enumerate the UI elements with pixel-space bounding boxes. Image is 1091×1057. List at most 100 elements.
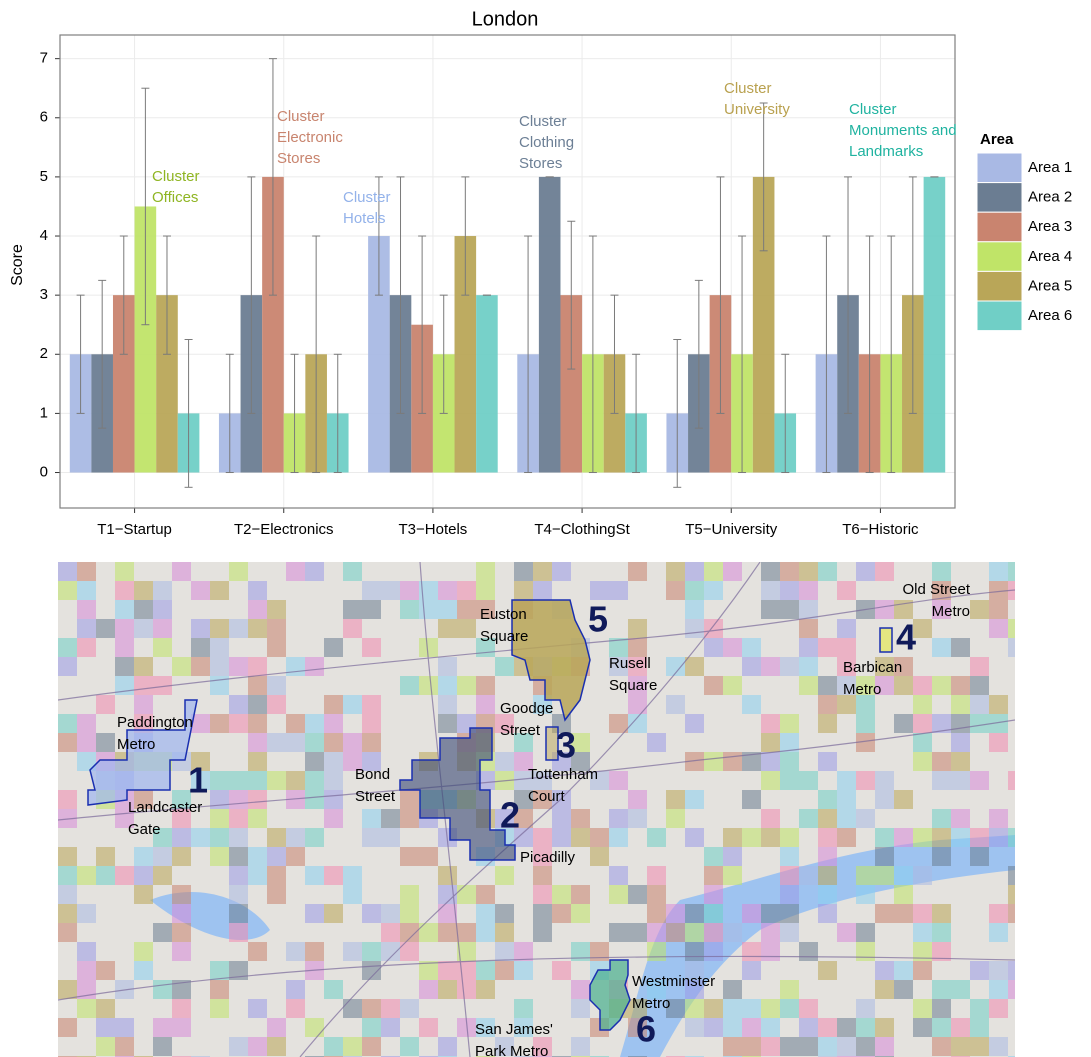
map-tile [324,904,343,923]
map-tile [324,733,343,752]
map-tile [96,733,115,752]
map-tile [856,866,875,885]
map-tile [723,923,742,942]
x-tick-label: T3−Hotels [399,521,468,538]
map-tile [780,600,799,619]
map-tile [837,1037,856,1056]
map-tile [970,714,989,733]
map-tile [324,790,343,809]
map-tile [77,638,96,657]
legend-key [977,153,1022,183]
map-tile [818,885,837,904]
x-tick-label: T2−Electronics [234,521,334,538]
map-tile [723,562,742,581]
map-tile [780,562,799,581]
map-tile [590,581,609,600]
annotation: Stores [519,155,562,172]
map-tile [1008,866,1027,885]
map-tile [229,695,248,714]
map-tile [723,980,742,999]
map-tile [951,1037,970,1056]
map-tile [305,562,324,581]
map-tile [970,600,989,619]
map-tile [932,638,951,657]
map-tile [780,904,799,923]
map-tile [704,847,723,866]
map-tile [704,885,723,904]
map-tile [153,923,172,942]
map-tile [229,790,248,809]
map-tile [362,733,381,752]
map-tile [970,657,989,676]
map-tile [837,581,856,600]
map-tile [172,885,191,904]
map-tile [970,1018,989,1037]
map-tile [875,828,894,847]
map-tile [989,961,1008,980]
map-tile [704,942,723,961]
map-tile [761,714,780,733]
map-tile [552,809,571,828]
map-tile [742,961,761,980]
map-tile [913,676,932,695]
map-tile [951,733,970,752]
map-tile [818,676,837,695]
map-tile [248,942,267,961]
map-tile [742,942,761,961]
map-tile [932,828,951,847]
map-tile [818,809,837,828]
map-tile [913,904,932,923]
map-tile [590,847,609,866]
map-tile [723,866,742,885]
map-tile [685,942,704,961]
map-tile [799,999,818,1018]
map-tile [932,562,951,581]
map-tile [343,999,362,1018]
map-tile [362,581,381,600]
map-tile [476,961,495,980]
map-tile [799,581,818,600]
map-tile [932,1018,951,1037]
map-tile [780,923,799,942]
place-label: Tottenham [528,766,598,783]
legend-title: Area [980,131,1014,148]
place-label: San James' [475,1021,553,1038]
map-tile [552,961,571,980]
map-tile [324,1037,343,1056]
map-tile [495,961,514,980]
map-tile [58,866,77,885]
map-tile [58,923,77,942]
map-tile [58,1018,77,1037]
map-tile [115,562,134,581]
map-tile [172,999,191,1018]
map-tile [970,847,989,866]
annotation: Cluster [519,113,567,130]
map-tile [989,809,1008,828]
map-tile [970,771,989,790]
map-tile [1008,771,1027,790]
map-tile [818,790,837,809]
map-tile [343,1037,362,1056]
map-tile [476,923,495,942]
map-tile [381,828,400,847]
map-tile [267,600,286,619]
map-tile [438,1037,457,1056]
map-tile [856,999,875,1018]
map-tile [780,657,799,676]
map-tile [533,923,552,942]
map-tile [172,562,191,581]
map-tile [552,828,571,847]
place-label: Bond [355,766,390,783]
map-tile [761,771,780,790]
map-tile [134,676,153,695]
legend-label: Area 2 [1028,189,1072,206]
map-tile [400,790,419,809]
map-tile [457,961,476,980]
map-tile [856,942,875,961]
map-tile [989,619,1008,638]
map-tile [362,1037,381,1056]
map-tile [77,961,96,980]
map-tile [704,752,723,771]
map-tile [799,1037,818,1056]
map-tile [780,980,799,999]
